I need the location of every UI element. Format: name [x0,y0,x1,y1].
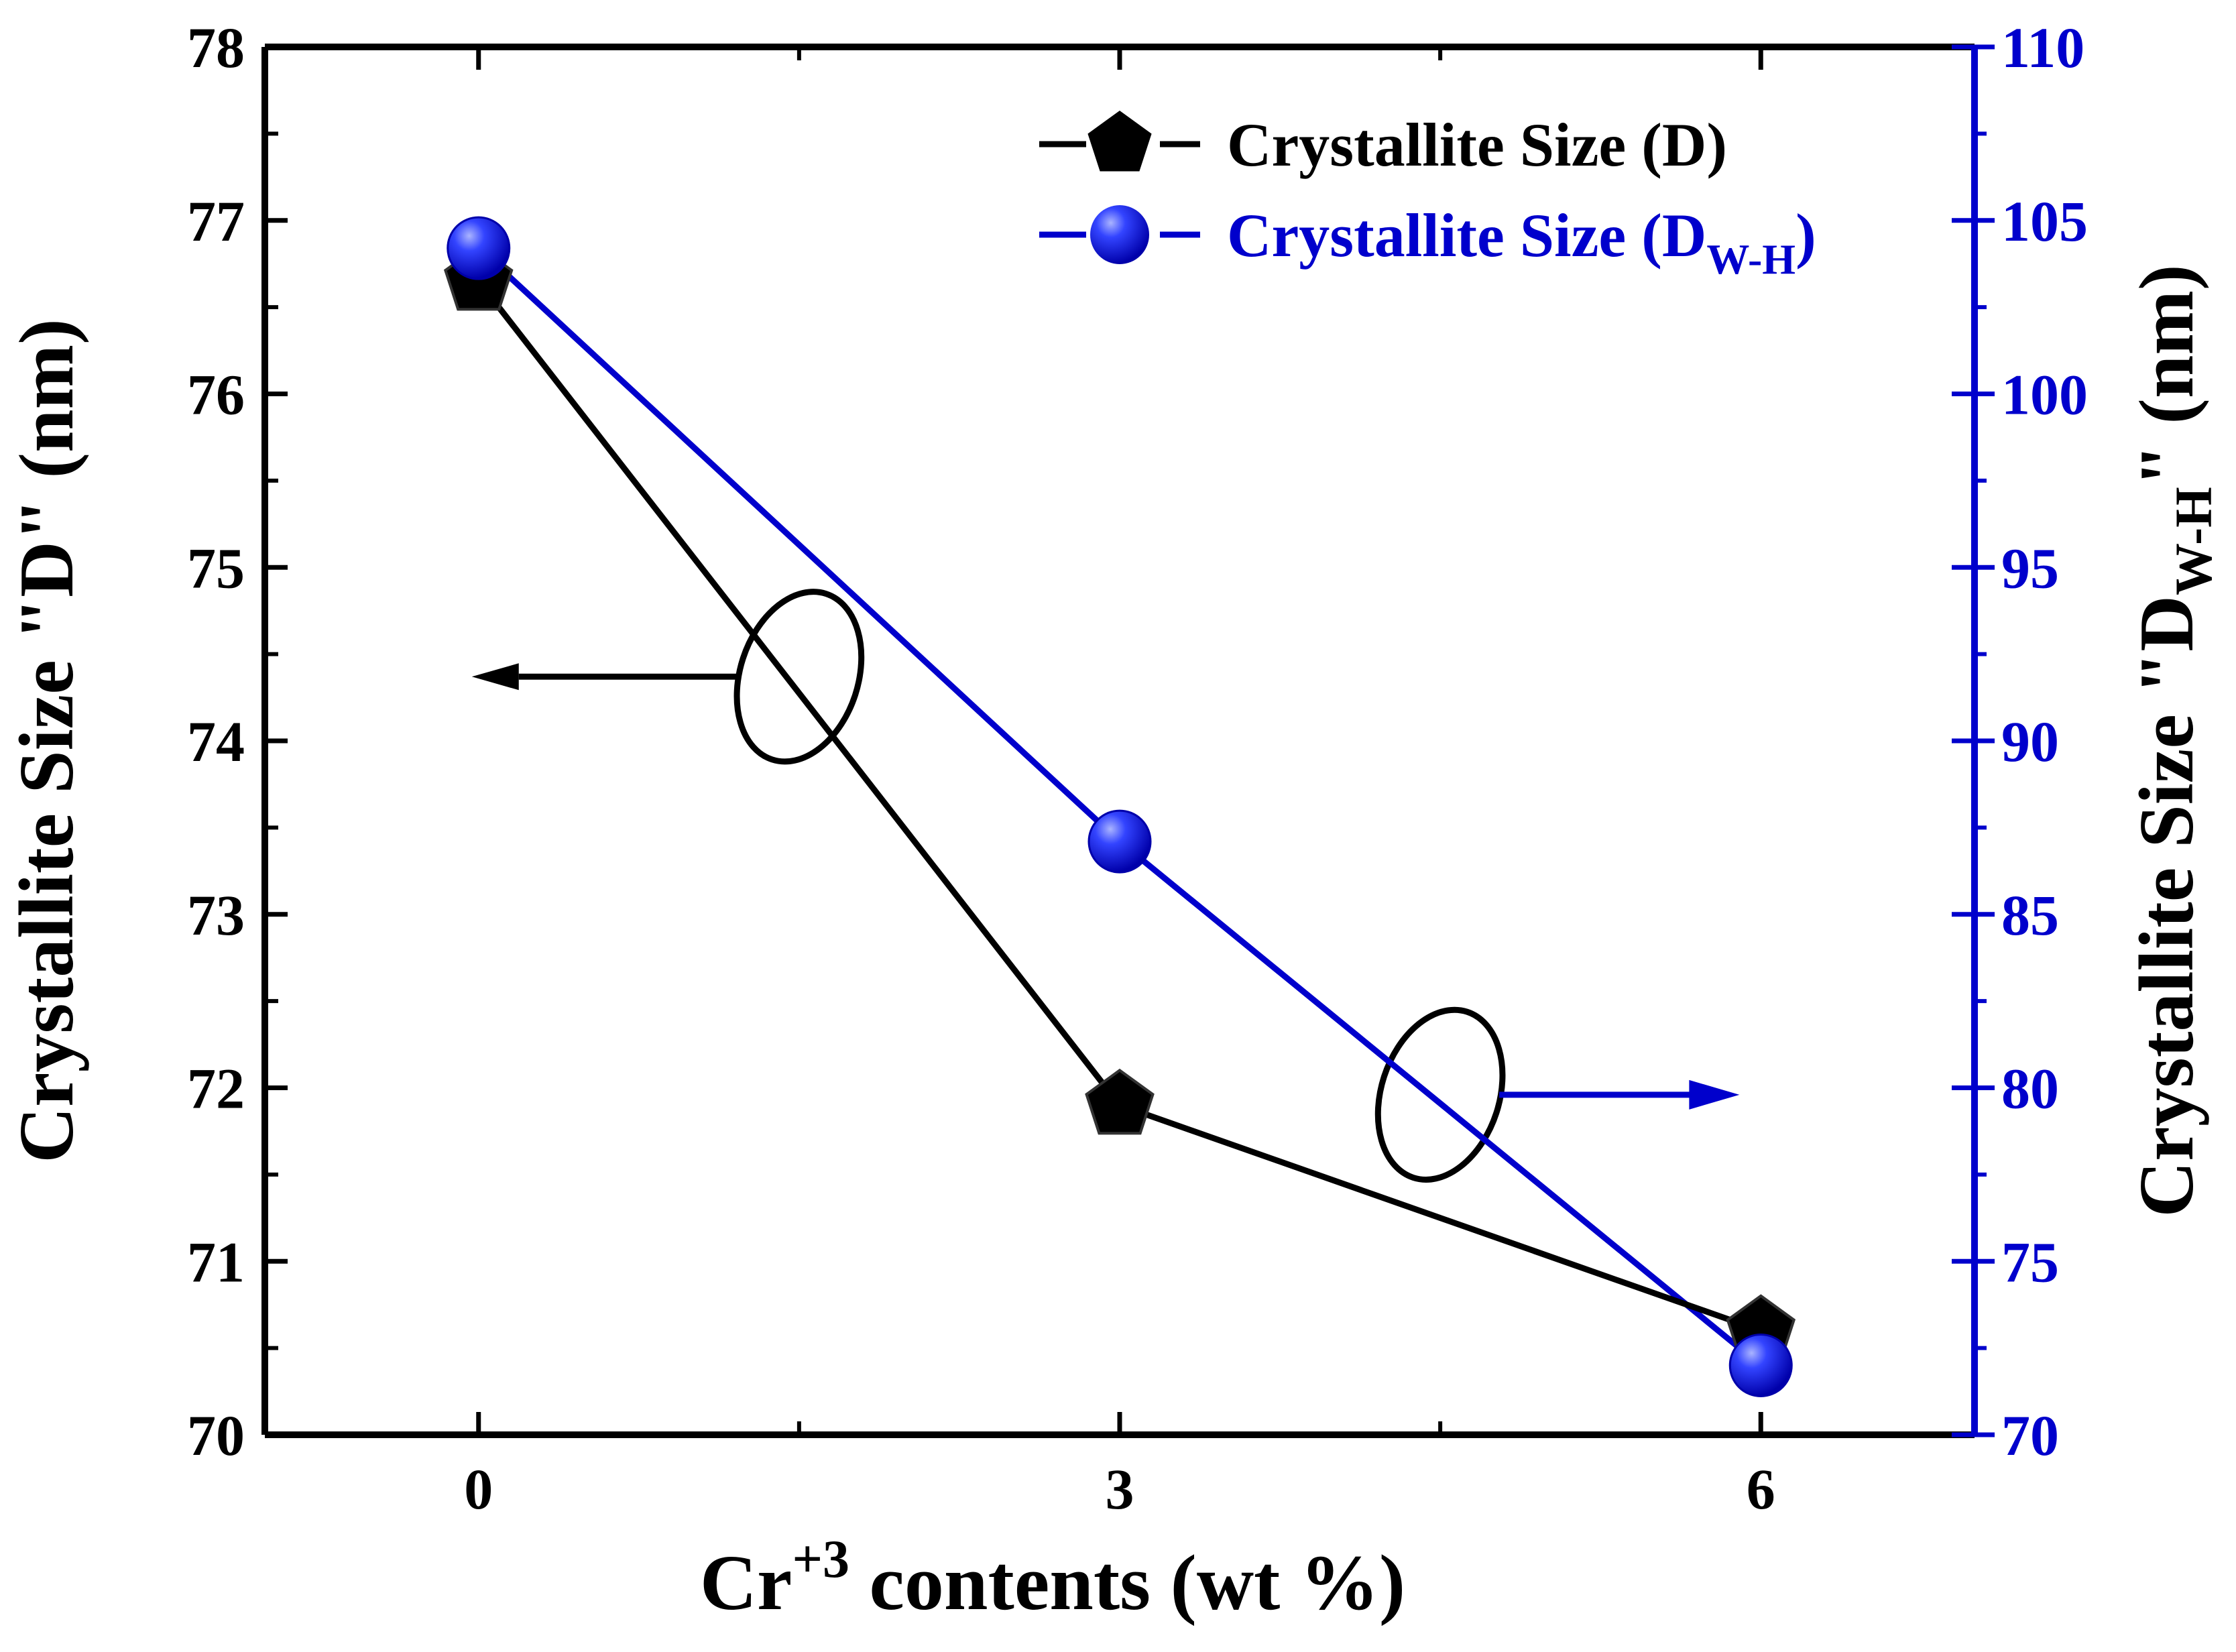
left-y-tick-label: 73 [187,883,245,947]
series-dwh-point [447,216,511,280]
right-y-tick-label: 85 [2001,883,2059,947]
series-layer [443,216,1796,1397]
ticks-layer: 70 71 72 73 74 75 76 77 78 70 75 80 85 90 95 100 105 110 0… [187,15,2088,1521]
annotation-layer [471,589,1740,1183]
series-dwh-line [476,245,1763,1368]
legend-label-d: Crystallite Size (D) [1227,111,1727,179]
left-y-tick-label: 74 [187,709,245,774]
left-y-tick-label: 75 [187,536,245,600]
legend-marker-dwh [1090,205,1149,264]
right-y-tick-label: 70 [2001,1403,2059,1468]
right-y-tick-label: 110 [2001,15,2084,80]
left-y-tick-label: 70 [187,1403,245,1468]
legend-marker-d [1087,111,1152,172]
legend-label-dwh: Crystallite Size (DW-H) [1227,201,1816,283]
series-d-line [476,279,1762,1334]
right-y-tick-label: 100 [2001,363,2088,427]
right-y-tick-label: 80 [2001,1057,2059,1121]
right-y-tick-label: 105 [2001,189,2088,253]
right-y-tick-label: 95 [2001,536,2059,600]
legend: Crystallite Size (D) Crystallite Size (DW… [1039,111,1816,283]
annotation-arrow-left-head [471,663,519,691]
annotation-ellipse-right [1374,1006,1506,1183]
left-y-tick-label: 71 [187,1230,245,1294]
x-tick-label: 6 [1747,1457,1775,1521]
right-y-axis-label: Crystallite Size "DW-H" (nm) [2124,264,2223,1217]
x-tick-label: 3 [1106,1457,1134,1521]
annotation-ellipse-left [733,589,865,765]
series-dwh-point [1087,809,1152,874]
x-axis-label: Cr+3 contents (wt %) [700,1530,1405,1627]
annotation-arrow-right-head [1689,1079,1740,1110]
x-tick-label: 0 [464,1457,493,1521]
series-dwh-point [1728,1334,1793,1397]
right-y-tick-label: 90 [2001,709,2059,774]
left-y-tick-label: 72 [187,1057,245,1121]
left-y-axis-label: Crystallite Size "D" (nm) [4,318,90,1163]
series-d-point [1085,1068,1155,1135]
right-y-tick-label: 75 [2001,1230,2059,1294]
left-y-tick-label: 77 [187,189,245,253]
left-y-tick-label: 78 [187,15,245,80]
left-y-tick-label: 76 [187,363,245,427]
